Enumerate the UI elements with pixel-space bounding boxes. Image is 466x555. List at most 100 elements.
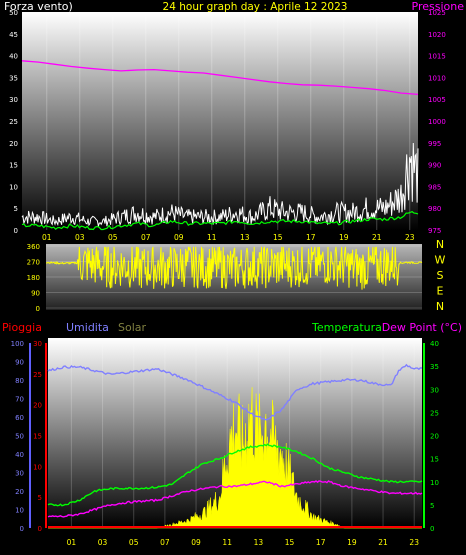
humidity-tick-label: 30	[15, 470, 24, 478]
humidity-tick-label: 90	[15, 359, 24, 367]
hour-tick-label: 13	[240, 233, 250, 242]
direction-tick-label: 90	[31, 290, 40, 298]
humidity-tick-label: 50	[15, 433, 24, 441]
rain-label: Pioggia	[2, 321, 42, 334]
hour-tick-label: 23	[409, 538, 419, 547]
rain-tick-label: 15	[33, 433, 42, 441]
rain-tick-label: 5	[38, 494, 42, 502]
direction-tick-label: 0	[36, 305, 40, 313]
humidity-tick-label: 100	[11, 340, 24, 348]
direction-tick-label: 180	[27, 274, 40, 282]
wind-tick-label: 25	[9, 118, 18, 126]
hour-tick-label: 17	[306, 233, 316, 242]
dew-point-line	[47, 480, 423, 518]
humidity-label: Umidita	[66, 321, 109, 334]
wind-tick-label: 30	[9, 96, 18, 104]
temperature-tick-label: 40	[430, 340, 439, 348]
hour-tick-label: 19	[347, 538, 357, 547]
humidity-axis-ticks: 0 10 20 30 40 50 60 70 80 90 100	[11, 340, 24, 533]
humidity-tick-label: 0	[20, 525, 24, 533]
pressure-tick-label: 1010	[428, 74, 446, 82]
temperature-tick-label: 35	[430, 363, 439, 371]
temperature-line	[47, 443, 423, 507]
compass-label: N	[436, 238, 444, 251]
hour-tick-label: 09	[174, 233, 184, 242]
chart-title: 24 hour graph day : Aprile 12 2023	[163, 1, 348, 13]
wind-pressure-series	[21, 60, 419, 231]
wind-tick-label: 10	[9, 183, 18, 191]
direction-tick-label: 360	[27, 243, 40, 251]
hour-tick-label: 01	[67, 538, 77, 547]
wind-tick-label: 35	[9, 74, 18, 82]
temperature-axis-ticks: 0 5 10 15 20 25 30 35 40	[430, 340, 439, 533]
compass-label: E	[437, 285, 444, 298]
hour-tick-label: 21	[378, 538, 388, 547]
wind-tick-label: 40	[9, 53, 18, 61]
pressure-axis-ticks: 975 980 985 990 995 1000 1005 1010 1015 1020 1025	[428, 9, 446, 235]
temperature-tick-label: 10	[430, 479, 439, 487]
hour-tick-label: 05	[129, 538, 139, 547]
hour-tick-label: 03	[75, 233, 85, 242]
hour-tick-label: 21	[372, 233, 382, 242]
rain-tick-label: 30	[33, 340, 42, 348]
temperature-tick-label: 15	[430, 456, 439, 464]
hour-tick-label: 07	[141, 233, 151, 242]
wind-tick-label: 5	[14, 205, 18, 213]
humidity-line	[47, 363, 423, 421]
hour-tick-label: 17	[316, 538, 326, 547]
hour-tick-label: 13	[254, 538, 264, 547]
compass-label: N	[436, 300, 444, 313]
temperature-label: Temperatura	[311, 321, 382, 334]
pressure-tick-label: 995	[428, 140, 441, 148]
direction-line	[46, 246, 423, 290]
hour-tick-label: 11	[207, 233, 217, 242]
temperature-tick-label: 20	[430, 433, 439, 441]
solar-label: Solar	[118, 321, 147, 334]
pressure-tick-label: 1020	[428, 31, 446, 39]
pressure-tick-label: 1015	[428, 53, 446, 61]
top-hour-ticks: 01 03 05 07 09 11 13 15 17 19 21 23	[42, 233, 415, 242]
rain-tick-label: 20	[33, 402, 42, 410]
bottom-hour-ticks: 01 03 05 07 09 11 13 15 17 19 21 23	[67, 538, 420, 547]
humidity-tick-label: 80	[15, 377, 24, 385]
hour-tick-label: 03	[98, 538, 108, 547]
dew-point-label: Dew Point (°C)	[382, 321, 462, 334]
compass-label: S	[437, 269, 444, 282]
humidity-tick-label: 40	[15, 451, 24, 459]
hour-tick-label: 01	[42, 233, 52, 242]
direction-series	[46, 246, 423, 290]
temperature-humidity-chart: Pioggia Umidita Solar Temperatura Dew Po…	[2, 321, 462, 547]
wind-axis-label: Forza vento)	[4, 0, 73, 13]
wind-tick-label: 20	[9, 140, 18, 148]
hour-tick-label: 11	[222, 538, 232, 547]
temperature-tick-label: 0	[430, 525, 434, 533]
pressure-tick-label: 1000	[428, 118, 446, 126]
hour-tick-label: 15	[285, 538, 295, 547]
wind-axis-ticks: 0 5 10 15 20 25 30 35 40 45 50	[9, 9, 18, 235]
compass-label: W	[435, 254, 446, 267]
hour-tick-label: 19	[339, 233, 349, 242]
rain-axis-ticks: 0 5 10 15 20 25 30	[33, 340, 42, 533]
pressure-axis-label: Pressione	[412, 0, 465, 13]
humidity-tick-label: 20	[15, 488, 24, 496]
direction-tick-label: 270	[27, 259, 40, 267]
pressure-tick-label: 990	[428, 162, 441, 170]
temperature-tick-label: 25	[430, 409, 439, 417]
hour-tick-label: 09	[191, 538, 201, 547]
pressure-tick-label: 1005	[428, 96, 446, 104]
pressure-tick-label: 975	[428, 227, 441, 235]
hour-tick-label: 05	[108, 233, 118, 242]
wind-tick-label: 45	[9, 31, 18, 39]
pressure-line	[21, 60, 419, 96]
wind-tick-label: 0	[14, 227, 18, 235]
pressure-tick-label: 985	[428, 183, 441, 191]
direction-axis-ticks: 0 90 180 270 360	[27, 243, 40, 313]
wind-average-line	[21, 210, 419, 231]
wind-tick-label: 15	[9, 162, 18, 170]
hour-tick-label: 15	[273, 233, 283, 242]
wind-tick-label: 50	[9, 9, 18, 17]
wind-pressure-chart: Forza vento) 24 hour graph day : Aprile …	[4, 0, 464, 242]
humidity-tick-label: 70	[15, 396, 24, 404]
